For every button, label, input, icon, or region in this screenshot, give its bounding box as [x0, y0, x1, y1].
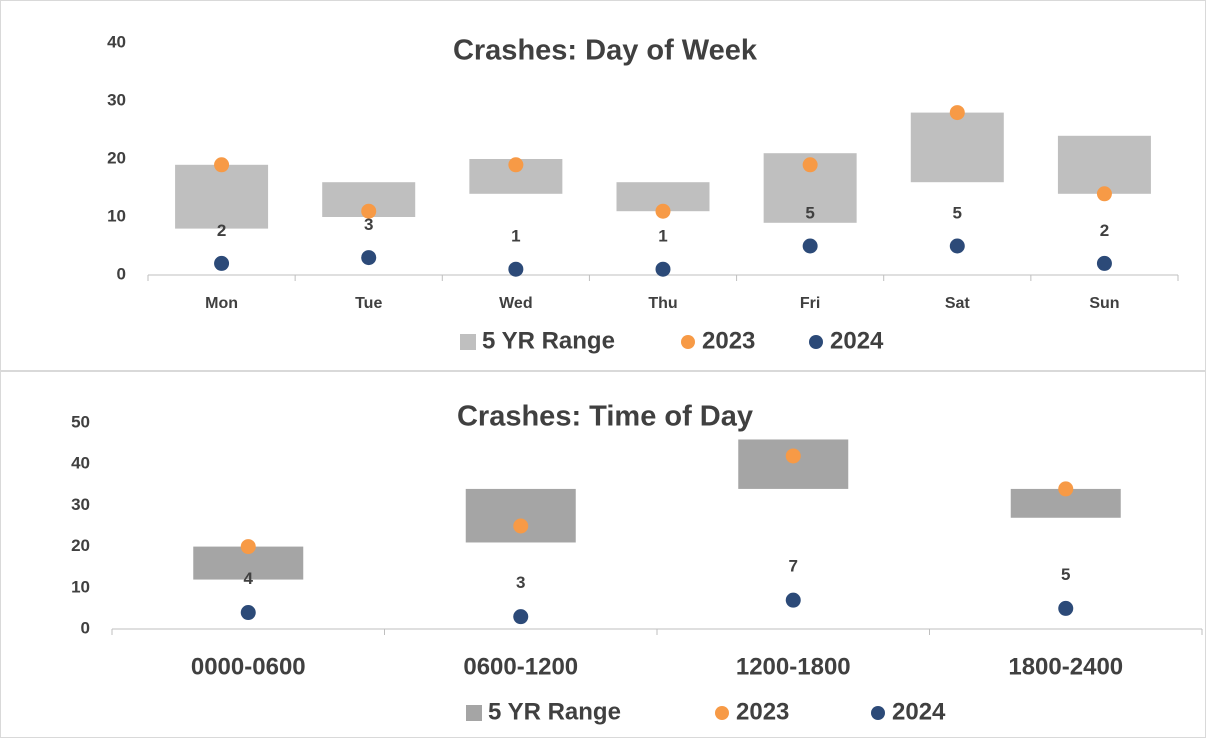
y-tick-label: 0	[81, 618, 90, 637]
y-tick-label: 10	[107, 206, 126, 225]
range-bar	[465, 488, 576, 543]
legend-swatch	[871, 706, 885, 720]
legend-label: 2024	[892, 698, 946, 725]
data-label: 2	[217, 221, 226, 240]
x-tick-label: Fri	[800, 295, 820, 312]
data-label: 5	[805, 203, 814, 222]
legend-swatch	[681, 335, 695, 349]
point	[949, 238, 965, 254]
x-tick-label: 1200-1800	[736, 653, 851, 680]
legend-swatch	[715, 706, 729, 720]
point	[513, 609, 529, 625]
legend-label: 2023	[736, 698, 789, 725]
y-tick-label: 30	[107, 90, 126, 109]
data-label: 1	[511, 227, 520, 246]
y-tick-label: 20	[107, 148, 126, 167]
x-tick-label: Tue	[355, 295, 382, 312]
legend-label: 2024	[830, 327, 884, 354]
x-tick-label: 0000-0600	[191, 653, 306, 680]
y-tick-label: 10	[71, 577, 90, 596]
point	[1058, 600, 1074, 616]
y-tick-label: 40	[107, 32, 126, 51]
point	[802, 238, 818, 254]
point	[802, 157, 818, 173]
point	[785, 448, 801, 464]
data-label: 3	[364, 215, 373, 234]
legend-label: 5 YR Range	[488, 698, 621, 725]
point	[361, 203, 377, 219]
data-label: 3	[516, 573, 525, 592]
range-bar	[738, 439, 849, 489]
x-tick-label: 1800-2400	[1008, 653, 1123, 680]
legend-swatch	[809, 335, 823, 349]
point	[361, 250, 377, 266]
point	[240, 539, 256, 555]
x-tick-label: Wed	[499, 295, 532, 312]
point	[214, 255, 230, 271]
x-tick-label: Sat	[945, 295, 971, 312]
x-tick-label: 0600-1200	[463, 653, 578, 680]
point	[949, 105, 965, 121]
point	[508, 157, 524, 173]
x-tick-label: Sun	[1089, 295, 1119, 312]
point	[785, 592, 801, 608]
y-tick-label: 50	[71, 412, 90, 431]
point	[508, 261, 524, 277]
x-tick-label: Thu	[648, 295, 677, 312]
data-label: 4	[244, 569, 254, 588]
data-label: 5	[953, 203, 962, 222]
point	[214, 157, 230, 173]
data-label: 7	[789, 557, 798, 576]
range-bar	[910, 112, 1004, 183]
y-tick-label: 20	[71, 536, 90, 555]
point	[240, 605, 256, 621]
x-tick-label: Mon	[205, 295, 238, 312]
y-tick-label: 30	[71, 495, 90, 514]
point	[513, 518, 529, 534]
point	[655, 261, 671, 277]
data-label: 2	[1100, 221, 1109, 240]
chart-title: Crashes: Day of Week	[453, 35, 758, 67]
y-tick-label: 40	[71, 454, 90, 473]
legend-label: 5 YR Range	[482, 327, 615, 354]
data-label: 5	[1061, 565, 1070, 584]
legend-swatch	[460, 334, 476, 350]
point	[1096, 186, 1112, 202]
data-label: 1	[658, 227, 667, 246]
legend-swatch	[466, 705, 482, 721]
point	[1096, 255, 1112, 271]
chart-title: Crashes: Time of Day	[457, 401, 753, 433]
point	[1058, 481, 1074, 497]
legend-label: 2023	[702, 327, 755, 354]
range-bar	[175, 164, 269, 229]
point	[655, 203, 671, 219]
y-tick-label: 0	[117, 264, 126, 283]
range-bar	[1057, 135, 1151, 194]
